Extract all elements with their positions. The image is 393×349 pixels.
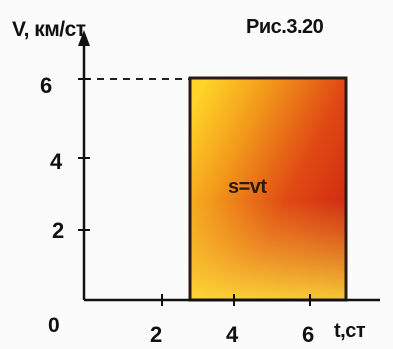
x-tick-label: 4 — [226, 322, 238, 347]
x-tick-label: 6 — [302, 322, 314, 347]
origin-label: 0 — [48, 314, 60, 337]
y-axis-label: V, км/ст — [12, 18, 86, 41]
y-tick-label: 2 — [52, 218, 64, 243]
y-tick-label: 6 — [40, 73, 52, 98]
x-tick-label: 2 — [150, 322, 162, 347]
figure-caption: Рис.3.20 — [246, 16, 324, 38]
y-axis-arrow-icon — [78, 30, 90, 46]
x-axis-label: t,ст — [334, 320, 366, 342]
y-tick-label: 4 — [50, 149, 62, 174]
displacement-area-glow — [190, 78, 346, 300]
area-formula-label: s=vt — [228, 176, 267, 198]
